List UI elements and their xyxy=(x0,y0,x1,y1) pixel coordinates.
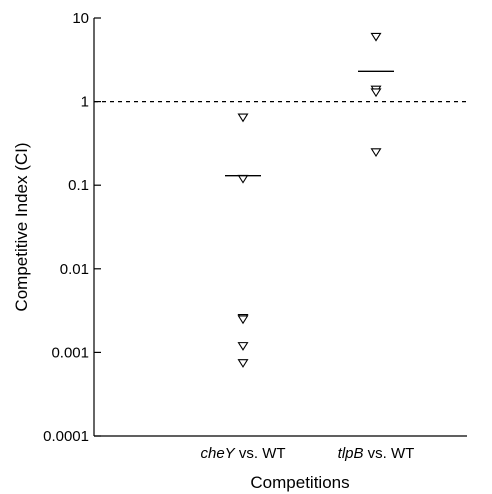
data-point xyxy=(370,32,382,42)
data-point xyxy=(237,315,249,325)
axes xyxy=(93,18,467,437)
y-tick-label: 1 xyxy=(81,94,89,111)
y-axis-title: Competitive Index (CI) xyxy=(12,142,31,311)
category-gene-name: tlpB xyxy=(338,445,364,462)
data-point xyxy=(237,342,249,351)
category-suffix: vs. WT xyxy=(364,445,415,462)
category-label: cheY vs. WT xyxy=(200,445,285,462)
y-tick-label: 0.0001 xyxy=(43,428,89,445)
y-tick-label: 10 xyxy=(72,10,89,27)
y-tick-label: 0.1 xyxy=(68,177,89,194)
data-point xyxy=(370,88,382,98)
data-point xyxy=(237,174,249,184)
mean-lines xyxy=(225,70,394,177)
y-tick-label: 0.001 xyxy=(51,344,89,361)
category-label: tlpB vs. WT xyxy=(338,445,415,462)
data-point xyxy=(237,113,249,123)
data-points xyxy=(237,32,382,368)
category-labels: cheY vs. WT tlpB vs. WT xyxy=(200,445,414,462)
data-point xyxy=(237,359,249,368)
y-ticks: 10 1 0.1 0.01 0.001 0.0001 xyxy=(43,10,101,445)
x-axis-title: Competitions xyxy=(250,473,349,492)
category-suffix: vs. WT xyxy=(235,445,286,462)
category-gene-name: cheY xyxy=(200,445,235,462)
y-tick-label: 0.01 xyxy=(60,261,89,278)
data-point xyxy=(370,148,382,158)
